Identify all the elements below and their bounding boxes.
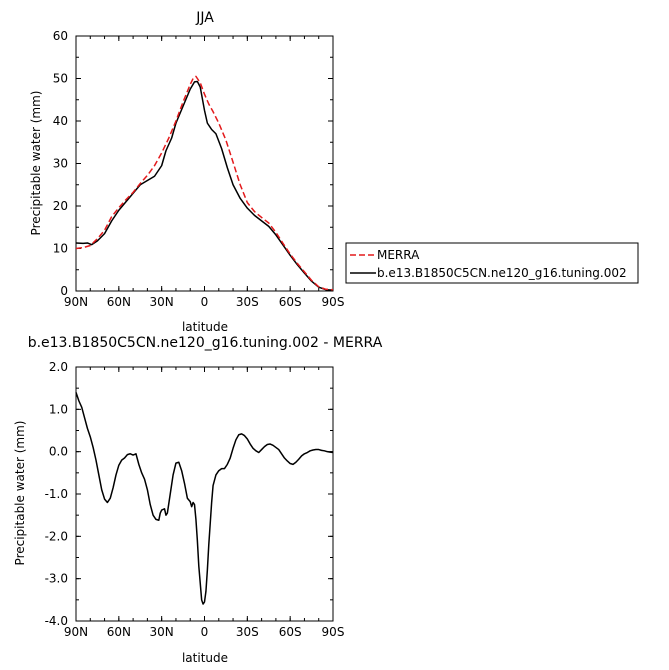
bottom-x-tick-label: 90N [64,625,88,639]
top-x-tick-label: 30S [236,295,259,309]
top-chart-title: JJA [195,10,214,26]
top-x-axis-label: latitude [182,320,228,334]
bottom-y-tick-label: -1.0 [45,487,68,501]
top-y-tick-label: 50 [53,72,68,86]
bottom-y-tick-label: 1.0 [49,402,68,416]
legend: MERRA b.e13.B1850C5CN.ne120_g16.tuning.0… [345,242,639,284]
bottom-x-tick-label: 30S [236,625,259,639]
legend-label-model: b.e13.B1850C5CN.ne120_g16.tuning.002 [377,266,627,280]
bottom-y-tick-label: -4.0 [45,614,68,628]
top-x-tick-label: 0 [201,295,209,309]
legend-label-merra: MERRA [377,248,420,262]
top-plot-frame [75,35,334,292]
top-y-tick-label: 0 [60,284,68,298]
bottom-plot: 90N 60N 30N 0 30S 60S 90S -4.0 -3.0 -2.0 -1.0 0.0 1.… [45,360,345,639]
top-series-line-merra [75,75,334,291]
top-x-tick-label: 60S [279,295,302,309]
bottom-x-tick-label: 90S [322,625,345,639]
top-plot: 90N 60N 30N 0 30S 60S 90S 0 10 20 30 40 50 60 [53,29,345,309]
top-x-tick-label: 60N [107,295,131,309]
top-y-axis-label: Precipitable water (mm) [29,91,43,236]
bottom-series-line-difference [75,392,334,605]
legend-box [345,242,639,284]
top-x-tick-label: 90N [64,295,88,309]
bottom-y-axis-label: Precipitable water (mm) [13,421,27,566]
bottom-x-tick-label: 0 [201,625,209,639]
bottom-x-tick-label: 60S [279,625,302,639]
bottom-x-tick-label: 30N [150,625,174,639]
top-x-tick-label: 90S [322,295,345,309]
top-series-line-b-e13-b1850c5cn-ne120-g16-tuning-002 [75,80,334,291]
bottom-x-axis-label: latitude [182,651,228,665]
bottom-x-tick-label: 60N [107,625,131,639]
top-x-tick-label: 30N [150,295,174,309]
top-y-tick-label: 10 [53,242,68,256]
bottom-plot-frame [75,366,334,622]
bottom-y-tick-label: 2.0 [49,360,68,374]
top-y-tick-label: 30 [53,157,68,171]
top-y-tick-label: 60 [53,29,68,43]
top-y-tick-label: 20 [53,199,68,213]
bottom-chart-title: b.e13.B1850C5CN.ne120_g16.tuning.002 - M… [28,335,383,351]
bottom-y-tick-label: 0.0 [49,445,68,459]
bottom-y-tick-label: -2.0 [45,529,68,543]
bottom-y-tick-label: -3.0 [45,572,68,586]
top-y-tick-label: 40 [53,114,68,128]
